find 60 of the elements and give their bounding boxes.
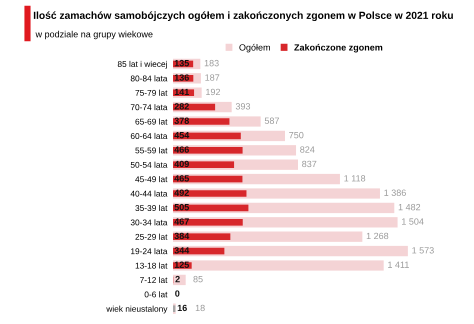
data-label: 824 xyxy=(300,146,315,153)
y-tick-label: 80-84 lata xyxy=(130,75,168,82)
data-label: 16 xyxy=(178,304,187,312)
data-label: 393 xyxy=(236,103,250,110)
data-label: 492 xyxy=(174,190,189,196)
data-label: 465 xyxy=(174,175,190,182)
data-label: 384 xyxy=(174,232,190,240)
y-tick-label: 13-18 lat xyxy=(136,262,168,269)
data-label: 1 482 xyxy=(398,204,420,210)
y-tick-label: 55-59 lat xyxy=(135,147,168,154)
data-label: 344 xyxy=(174,247,190,254)
y-tick-label: 40-44 lata xyxy=(130,190,168,197)
data-label: 85 xyxy=(193,276,203,282)
data-label: 2 xyxy=(175,276,180,282)
data-label: 1 504 xyxy=(402,218,424,225)
data-label: 1 118 xyxy=(344,175,366,182)
bar xyxy=(173,260,384,271)
y-tick-label: 7-12 lat xyxy=(140,276,168,283)
y-tick-label: 70-74 lata xyxy=(130,104,168,110)
text: w podziale na grupy wiekowe xyxy=(36,30,153,40)
data-label: 183 xyxy=(204,60,219,66)
data-label: 1 268 xyxy=(366,232,388,240)
y-tick-label: 0-6 lat xyxy=(144,291,168,298)
data-label: 187 xyxy=(205,74,220,81)
data-label: 409 xyxy=(174,160,189,168)
bar xyxy=(173,118,230,125)
data-label: 18 xyxy=(196,304,205,312)
y-tick-label: 75-79 lat xyxy=(135,90,168,96)
data-label: 467 xyxy=(174,218,189,225)
y-tick-label: 50-54 lata xyxy=(130,162,168,168)
bar xyxy=(173,190,246,197)
data-label: 1 386 xyxy=(384,190,406,196)
legend-label: Ogółem xyxy=(239,44,270,52)
y-tick-label: 85 lat i wiecej xyxy=(118,60,167,69)
chart-title: Ilość zamachów samobójczych ogółem i zakończonych zgonem w Polsce w 2021 roku xyxy=(34,11,453,22)
y-tick-label: 65-69 lat xyxy=(135,118,168,125)
data-label: 282 xyxy=(174,103,189,110)
data-label: 192 xyxy=(206,88,220,96)
data-label: 0 xyxy=(175,290,180,297)
y-tick-label: 19-24 lata xyxy=(131,248,168,254)
data-label: 1 573 xyxy=(412,247,434,254)
data-label: 141 xyxy=(174,88,190,96)
data-label: 136 xyxy=(174,74,189,81)
data-label: 466 xyxy=(174,146,189,153)
data-label: 125 xyxy=(174,262,190,268)
data-label: 378 xyxy=(174,118,189,124)
data-label: 505 xyxy=(174,204,190,210)
data-label: 454 xyxy=(174,132,190,138)
y-tick-label: wiek nieustalony xyxy=(106,306,168,314)
y-tick-label: 35-39 lat xyxy=(135,204,168,211)
data-label: 587 xyxy=(264,118,280,124)
y-tick-label: 60-64 lata xyxy=(130,132,168,139)
y-tick-label: 30-34 lata xyxy=(130,219,168,226)
data-label: 750 xyxy=(289,132,304,138)
data-label: 135 xyxy=(174,60,190,66)
legend-label: Zakończone zgonem xyxy=(294,44,382,52)
data-label: 1 411 xyxy=(388,262,409,268)
data-label: 837 xyxy=(302,160,316,168)
y-tick-label: 45-49 lat xyxy=(135,176,168,182)
y-tick-label: 25-29 lat xyxy=(135,234,168,240)
